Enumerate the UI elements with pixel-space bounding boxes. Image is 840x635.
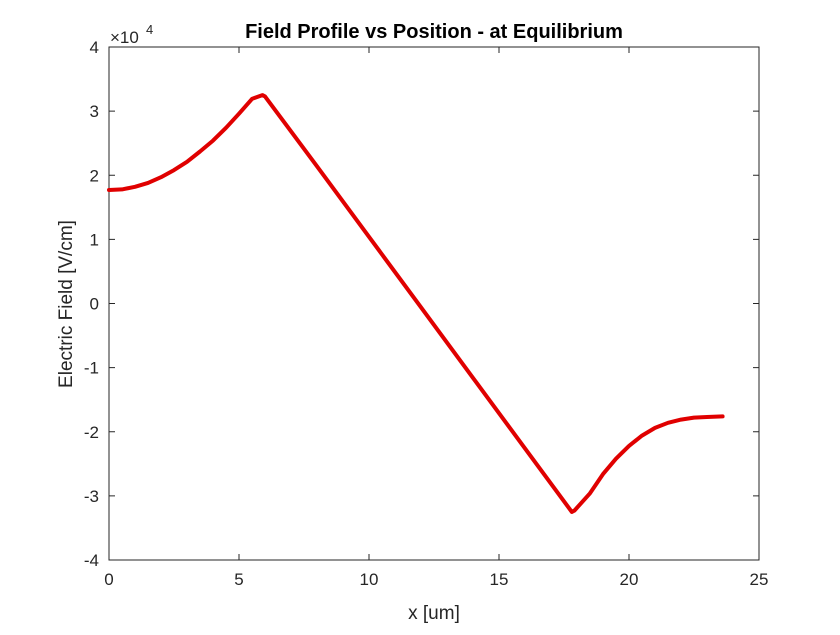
series-layer [107, 93, 725, 514]
x-tick-label: 5 [234, 570, 243, 589]
y-tick-label: -3 [84, 487, 99, 506]
y-tick-label: -4 [84, 551, 99, 570]
y-axis: -4 -3 -2 -1 0 1 2 3 4 [84, 38, 759, 570]
y-tick-label: 3 [90, 102, 99, 121]
series-line [107, 93, 725, 514]
y-tick-label: 1 [90, 230, 99, 249]
y-multiplier-exponent: 4 [146, 22, 153, 37]
y-tick-label: 0 [90, 295, 99, 314]
y-tick-label: 4 [90, 38, 99, 57]
y-axis-label: Electric Field [V/cm] [56, 220, 77, 388]
x-tick-label: 20 [620, 570, 639, 589]
y-tick-label: 2 [90, 166, 99, 185]
y-axis-multiplier: ×10 4 [110, 22, 153, 47]
y-tick-label: -2 [84, 423, 99, 442]
x-tick-label: 15 [490, 570, 509, 589]
chart-title: Field Profile vs Position - at Equilibri… [245, 21, 623, 43]
x-tick-label: 10 [360, 570, 379, 589]
x-tick-label: 0 [104, 570, 113, 589]
x-tick-label: 25 [750, 570, 769, 589]
y-multiplier-base: ×10 [110, 28, 139, 47]
x-axis-label: x [um] [408, 603, 460, 624]
x-axis: 0 5 10 15 20 25 [104, 47, 768, 589]
y-tick-label: -1 [84, 359, 99, 378]
